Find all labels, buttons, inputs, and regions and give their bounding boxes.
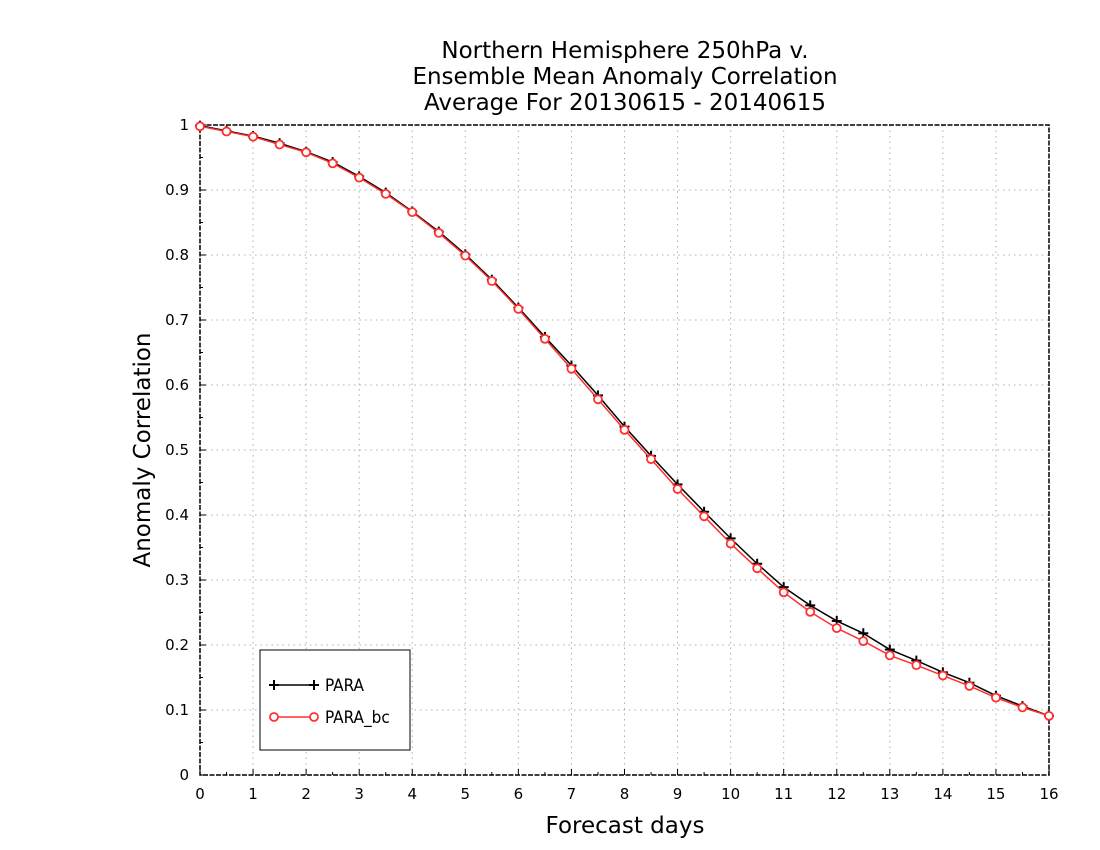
- x-tick-label: 13: [880, 785, 899, 803]
- data-point: [540, 333, 550, 344]
- x-tick-label: 3: [354, 785, 364, 803]
- grid: [200, 125, 1049, 775]
- y-tick-label: 0.7: [165, 311, 189, 329]
- y-tick-label: 0.1: [165, 701, 189, 719]
- legend: PARA PARA_bc: [259, 649, 411, 751]
- y-tick-label: 0.3: [165, 571, 189, 589]
- y-tick-label: 0.2: [165, 636, 189, 654]
- legend-marker-end: [309, 712, 319, 722]
- x-tick-label: 1: [248, 785, 258, 803]
- data-point: [964, 681, 975, 691]
- x-tick-label: 6: [514, 785, 524, 803]
- data-point: [805, 606, 816, 617]
- y-tick-label: 0.6: [165, 376, 189, 394]
- legend-label: PARA_bc: [325, 708, 390, 728]
- data-point: [380, 188, 391, 199]
- chart-title-line-3: Average For 20130615 - 20140615: [424, 90, 826, 116]
- x-tick-label: 15: [986, 785, 1005, 803]
- series-para-bc: [195, 121, 1054, 721]
- x-tick-label: 0: [195, 785, 205, 803]
- x-tick-label: 5: [461, 785, 471, 803]
- x-tick-label: 2: [301, 785, 311, 803]
- x-tick-label: 7: [567, 785, 577, 803]
- data-point: [858, 636, 869, 646]
- data-point: [433, 227, 444, 238]
- data-point: [1044, 710, 1054, 721]
- data-point: [991, 692, 1001, 703]
- data-point: [195, 121, 205, 132]
- data-point: [327, 158, 338, 169]
- chart-title: Northern Hemisphere 250hPa v. Ensemble M…: [412, 38, 837, 116]
- x-tick-label: 11: [774, 785, 793, 803]
- data-point: [221, 126, 232, 137]
- data-point: [1017, 702, 1028, 713]
- x-tick-label: 14: [933, 785, 952, 803]
- data-point: [407, 207, 418, 218]
- legend-marker-start: [269, 712, 279, 722]
- x-tick-label: 16: [1039, 785, 1058, 803]
- data-point: [354, 172, 365, 183]
- y-tick-label: 0.5: [165, 441, 189, 459]
- legend-item: PARA: [269, 676, 365, 696]
- data-point: [672, 484, 683, 494]
- x-tick-label: 10: [721, 785, 740, 803]
- x-axis-ticks: 0 1 2 3 4 5 6 7 8 9 10 11 12 13 14 15 16: [195, 769, 1059, 803]
- x-tick-label: 8: [620, 785, 630, 803]
- series-lines: [195, 120, 1054, 721]
- data-point: [884, 650, 895, 661]
- chart-title-line-1: Northern Hemisphere 250hPa v.: [441, 38, 808, 64]
- data-point: [274, 139, 285, 150]
- data-point: [248, 131, 258, 142]
- legend-label: PARA: [325, 676, 365, 696]
- legend-item: PARA_bc: [269, 708, 390, 728]
- data-point: [646, 454, 656, 465]
- x-tick-label: 4: [407, 785, 417, 803]
- data-point: [699, 511, 709, 522]
- y-tick-label: 0.8: [165, 246, 189, 264]
- y-tick-label: 0: [179, 766, 189, 784]
- data-point: [911, 660, 922, 671]
- legend-box: [259, 649, 411, 751]
- data-point: [619, 424, 630, 435]
- series-line: [199, 125, 1050, 717]
- data-point: [937, 670, 948, 681]
- legend-marker-start: [269, 680, 279, 690]
- data-point: [566, 363, 577, 374]
- data-point: [778, 587, 789, 598]
- legend-marker-end: [309, 680, 319, 690]
- y-tick-label: 0.9: [165, 181, 189, 199]
- series-para: [195, 120, 1054, 721]
- chart-title-line-2: Ensemble Mean Anomaly Correlation: [412, 64, 837, 90]
- data-point: [301, 147, 312, 158]
- y-tick-label: 1: [179, 116, 189, 134]
- x-axis-title: Forecast days: [546, 813, 705, 839]
- data-point: [725, 538, 736, 549]
- y-tick-label: 0.4: [165, 506, 189, 524]
- y-axis-ticks: 0 0.1 0.2 0.3 0.4 0.5 0.6 0.7 0.8 0.9 1: [165, 116, 206, 784]
- data-point: [486, 276, 497, 286]
- data-point: [593, 394, 603, 405]
- x-tick-label: 9: [673, 785, 683, 803]
- data-point: [831, 623, 842, 633]
- y-axis-title: Anomaly Correlation: [130, 332, 156, 567]
- x-tick-label: 12: [827, 785, 846, 803]
- data-point: [513, 304, 524, 314]
- data-point: [460, 250, 471, 261]
- data-point: [752, 563, 763, 574]
